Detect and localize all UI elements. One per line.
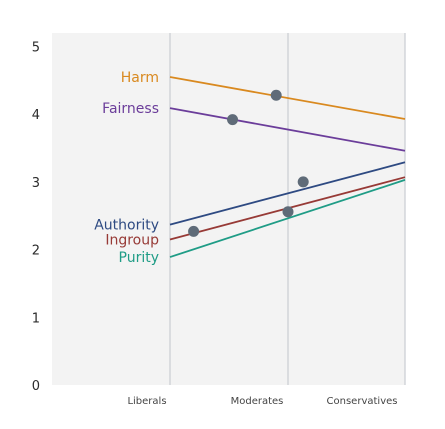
series-label-harm: Harm (121, 70, 159, 86)
series-line-purity (169, 179, 406, 258)
y-tick-label: 0 (32, 379, 40, 394)
series-line-harm (169, 76, 406, 120)
series-label-fairness: Fairness (102, 101, 159, 117)
data-point-authority (297, 176, 309, 188)
y-tick-label: 2 (32, 244, 40, 259)
x-category-label: Liberals (127, 396, 166, 407)
series-label-ingroup: Ingroup (105, 232, 159, 248)
y-tick-label: 3 (32, 176, 40, 191)
y-tick-label: 5 (32, 41, 40, 56)
y-tick-label: 4 (32, 108, 40, 123)
data-point-harm (270, 89, 282, 101)
series-line-fairness (169, 107, 406, 152)
series-lines (169, 76, 406, 258)
data-point-purity (282, 206, 294, 218)
x-category-label: Conservatives (327, 396, 398, 407)
x-axis: Liberals Moderates Conservatives (127, 396, 397, 407)
series-label-purity: Purity (119, 250, 160, 266)
y-axis: 0 1 2 3 4 5 (32, 41, 40, 394)
data-points (188, 89, 309, 237)
data-point-ingroup (188, 225, 200, 237)
data-point-fairness (227, 114, 239, 126)
x-category-label: Moderates (231, 396, 284, 407)
y-tick-label: 1 (32, 311, 40, 326)
series-line-authority (169, 161, 406, 226)
series-label-authority: Authority (94, 218, 159, 234)
